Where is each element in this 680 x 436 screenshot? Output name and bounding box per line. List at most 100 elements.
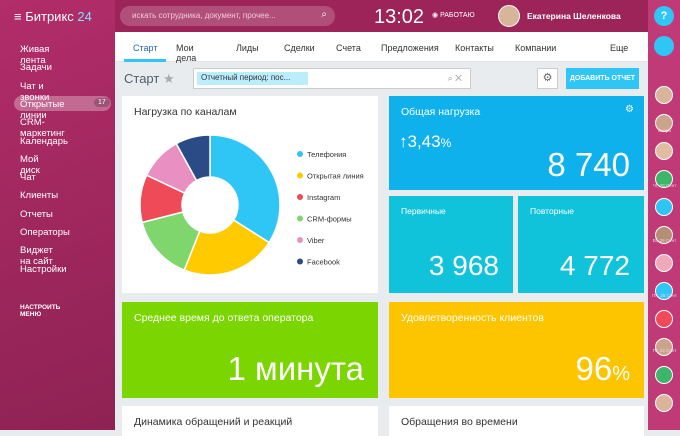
menu-item[interactable]: Настройки	[20, 263, 67, 275]
menu-item[interactable]: Клиенты	[20, 190, 59, 202]
contact-avatar[interactable]	[655, 310, 673, 328]
filter[interactable]: Отчетный период: пос... ⌕ ✕	[193, 68, 471, 89]
page-title-text: Старт	[124, 71, 160, 86]
satisfaction-value: 96%	[575, 350, 630, 388]
logo-num: 24	[77, 9, 92, 24]
menu-item[interactable]: CRM-маркетинг	[20, 117, 65, 140]
primary-card: Первичные 3 968	[389, 196, 513, 293]
logo[interactable]: ≡ Битрикс 24	[14, 9, 92, 24]
contact-avatar[interactable]	[655, 282, 673, 300]
legend-label: Открытая линия	[307, 172, 364, 181]
status[interactable]: ◉ РАБОТАЮ	[432, 12, 475, 19]
date-label: Вчера	[658, 128, 671, 133]
legend-label: CRM-формы	[307, 215, 352, 224]
menu-item[interactable]: Живая лента	[20, 44, 50, 66]
date-label: Пн, 25 Сент	[652, 293, 677, 298]
donut-segment	[209, 134, 281, 244]
primary-value: 3 968	[428, 250, 499, 281]
tab[interactable]: Компании	[515, 43, 557, 53]
contact-avatar[interactable]	[655, 226, 673, 244]
satisfaction-unit: %	[612, 363, 630, 385]
contact-avatar[interactable]	[655, 254, 673, 272]
menu-item[interactable]: Операторы	[20, 227, 70, 238]
legend-label: Instagram	[307, 193, 340, 202]
add-report-button[interactable]: ДОБАВИТЬ ОТЧЕТ	[566, 68, 639, 89]
search-box[interactable]: искать сотрудника, документ, прочее... ⌕	[120, 6, 335, 26]
tab[interactable]: Контакты	[455, 43, 494, 53]
contact-avatar[interactable]	[655, 394, 673, 412]
time-card: Обращения во времени	[389, 406, 644, 436]
contact-avatar[interactable]	[655, 170, 673, 188]
tab[interactable]: Мои дела	[176, 43, 197, 63]
contact-avatar[interactable]	[655, 198, 673, 216]
menu-item[interactable]: Мой диск	[20, 153, 40, 176]
donut-chart: Телефония Открытая линия Instagram CRM-форм…	[139, 134, 364, 276]
card-title: Нагрузка по каналам	[134, 106, 237, 118]
response-card: Среднее время до ответа оператора 1 минут…	[122, 302, 378, 398]
notifications[interactable]	[654, 36, 674, 56]
avatar[interactable]	[498, 5, 520, 27]
menu-item[interactable]: Задачи	[20, 62, 52, 74]
active-item-bg	[14, 95, 111, 111]
legend-dot	[297, 237, 303, 243]
menu-item[interactable]: Чат и звонки	[20, 80, 50, 103]
tab[interactable]: Сделки	[284, 43, 315, 53]
satisfaction-card: Удовлетворенность клиентов 96%	[389, 302, 644, 398]
header	[115, 0, 648, 32]
legend-label: Viber	[307, 236, 325, 245]
card-title: Первичные	[401, 206, 446, 216]
card-title: Среднее время до ответа оператора	[134, 312, 314, 324]
change-value: 3,43	[407, 132, 441, 151]
dynamics-card: Динамика обращений и реакций	[122, 406, 378, 436]
sidebar	[0, 0, 115, 430]
settings-button[interactable]: ⚙	[537, 68, 558, 89]
tab[interactable]: Лиды	[236, 43, 259, 53]
card-title: Удовлетворенность клиентов	[401, 312, 544, 324]
tab[interactable]: Счета	[336, 43, 361, 53]
menu-item[interactable]: Виджет на сайт	[20, 245, 53, 268]
menu-item[interactable]: Отчеты	[20, 208, 53, 220]
card-title: Обращения во времени	[401, 416, 518, 428]
legend-label: Facebook	[307, 258, 340, 267]
contact-avatar[interactable]	[655, 114, 673, 132]
donut-segment	[183, 218, 271, 276]
change-unit: %	[440, 136, 452, 150]
date-label: Вт, 26 Сент	[652, 238, 677, 243]
tab[interactable]: Предложения	[381, 43, 439, 53]
menu-item[interactable]: Открытые линии	[20, 98, 65, 121]
legend-dot	[297, 172, 303, 179]
logo-text: Битрикс	[25, 9, 74, 24]
tab[interactable]: Старт	[133, 43, 158, 53]
help-button[interactable]: ?	[654, 6, 674, 26]
contact-avatar[interactable]	[655, 142, 673, 160]
contact-avatar[interactable]	[655, 86, 673, 104]
search-icon: ⌕	[321, 9, 327, 20]
user-name[interactable]: Екатерина Шеленкова	[527, 11, 621, 21]
tabs	[115, 32, 648, 62]
card-title: Повторные	[530, 206, 574, 216]
response-value: 1 минута	[227, 350, 364, 387]
menu-item[interactable]: Чат	[20, 172, 36, 184]
configure-menu[interactable]: НАСТРОИТЬ МЕНЮ	[20, 304, 61, 318]
card-title: Динамика обращений и реакций	[134, 416, 293, 428]
tab[interactable]: Еще	[610, 43, 629, 53]
contact-avatar[interactable]	[655, 338, 673, 356]
legend-dot	[297, 194, 303, 200]
donut-segment	[175, 134, 211, 182]
card-title: Общая нагрузка	[401, 106, 481, 118]
legend-dot	[297, 151, 303, 157]
repeat-value: 4 772	[559, 250, 630, 281]
contact-avatar[interactable]	[655, 366, 673, 384]
menu-item[interactable]: Календарь	[20, 135, 68, 147]
star[interactable]: ★	[162, 71, 175, 86]
total-card: Общая нагрузка ⚙ ↑3,43% 8 740	[389, 96, 644, 190]
donut-card: Нагрузка по каналам Телефония Открытая ли…	[122, 96, 378, 293]
filter-icons: ⌕ ✕	[447, 73, 462, 83]
tab-underline	[124, 59, 166, 62]
change: ↑3,43%	[399, 132, 452, 151]
legend-label: Телефония	[307, 150, 346, 159]
gear[interactable]: ⚙	[625, 104, 634, 115]
filter-text: Отчетный период: пос...	[201, 73, 291, 82]
clock: 13:02	[374, 6, 425, 28]
